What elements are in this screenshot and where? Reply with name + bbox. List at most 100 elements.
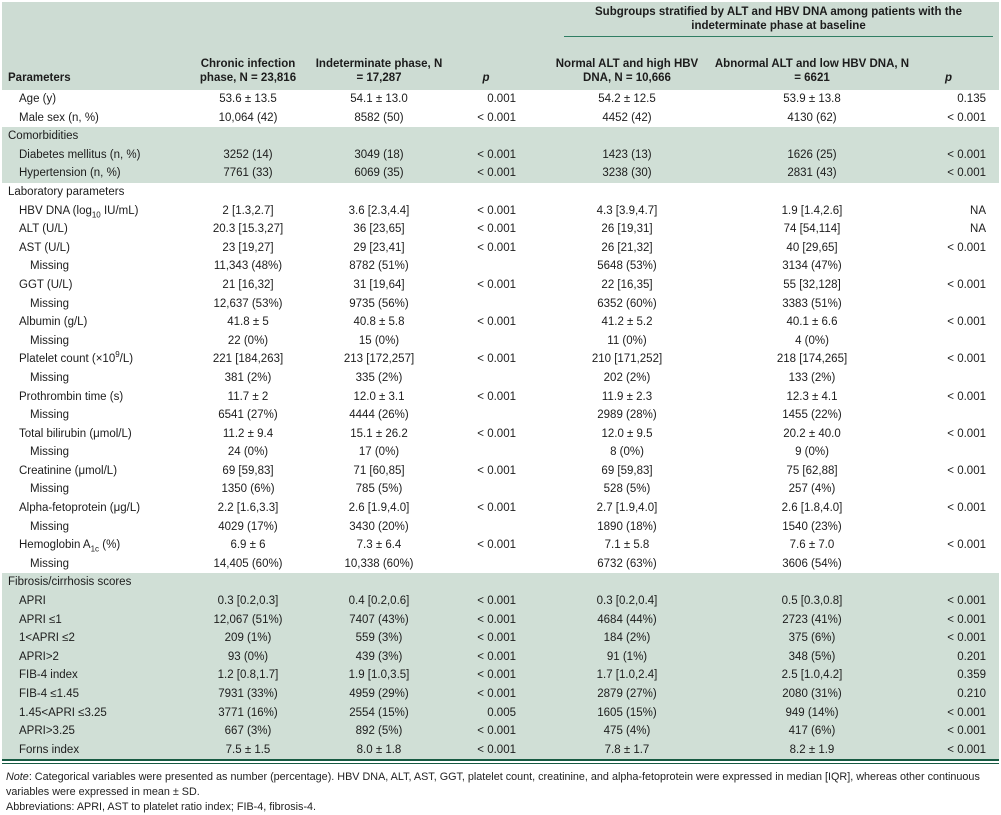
parameter-cell: Missing <box>30 409 69 422</box>
parameter-cell: APRI>2 <box>19 650 59 663</box>
value-cell: 41.8 ± 5 <box>227 316 269 329</box>
value-cell: 2723 (41%) <box>782 613 842 626</box>
value-cell: 74 [54,114] <box>783 223 841 236</box>
value-cell: 2.5 [1.0,4.2] <box>781 669 843 682</box>
parameter-cell: Albumin (g/L) <box>19 316 88 329</box>
p-value-cell: < 0.001 <box>947 632 986 645</box>
value-cell: 11.2 ± 9.4 <box>222 427 274 440</box>
value-cell: 20.3 [15.3,27] <box>212 223 284 236</box>
table-row: AST (U/L) 23 [19,27] 29 [23,41] < 0.001 26 [… <box>2 239 999 258</box>
value-cell: 1.9 [1.0,3.5] <box>348 669 410 682</box>
p-value-cell: < 0.001 <box>947 539 986 552</box>
value-cell: 218 [174,265] <box>776 353 848 366</box>
p-value-cell <box>444 332 542 351</box>
value-cell: 3.6 [2.3,4.4] <box>348 204 410 217</box>
value-cell: 54.1 ± 13.0 <box>350 93 408 105</box>
value-cell: 667 (3%) <box>224 725 272 738</box>
value-cell: 15.1 ± 26.2 <box>350 427 408 440</box>
subgroup-spanner-header: Subgroups stratified by ALT and HBV DNA … <box>564 6 993 37</box>
p-value-cell: < 0.001 <box>477 725 516 738</box>
p-value-cell: < 0.001 <box>947 427 986 440</box>
value-cell: 1.7 [1.0,2.4] <box>596 669 658 682</box>
p-value-cell: < 0.001 <box>947 111 986 124</box>
value-cell: 41.2 ± 5.2 <box>601 316 653 329</box>
p-value-cell: 0.135 <box>957 93 986 105</box>
section-label-cell: Comorbidities <box>8 130 79 143</box>
value-cell: 17 (0%) <box>358 446 400 459</box>
value-cell: 1540 (23%) <box>782 520 842 533</box>
p-value-cell <box>912 518 999 537</box>
table-row: APRI ≤1 12,067 (51%) 7407 (43%) < 0.001 4684… <box>2 610 999 630</box>
value-cell: 2831 (43) <box>787 167 837 180</box>
baseline-characteristics-table: Subgroups stratified by ALT and HBV DNA … <box>2 2 999 760</box>
section-filler-cell <box>182 183 999 202</box>
table-row: HBV DNA (log10 IU/mL) 2 [1.3,2.7] 3.6 [2.3… <box>2 202 999 221</box>
value-cell: 1350 (6%) <box>221 483 275 496</box>
value-cell: 40.1 ± 6.6 <box>786 316 838 329</box>
p-value-cell: < 0.001 <box>477 278 516 291</box>
table-row: Age (y) 53.6 ± 13.5 54.1 ± 13.0 0.001 54.2 ±… <box>2 90 999 109</box>
p-value-cell: < 0.001 <box>477 613 516 626</box>
p-value-cell: < 0.001 <box>947 316 986 329</box>
value-cell: 559 (3%) <box>355 632 403 645</box>
parameter-cell: Missing <box>30 371 69 384</box>
value-cell: 54.2 ± 12.5 <box>598 93 656 105</box>
value-cell: 2879 (27%) <box>597 688 657 700</box>
value-cell: 335 (2%) <box>355 371 403 384</box>
p-value-cell <box>444 406 542 425</box>
table-row: 1.45<APRI ≤3.25 3771 (16%) 2554 (15%) 0.005… <box>2 703 999 723</box>
p-value-cell: < 0.001 <box>947 595 986 608</box>
p-value-cell: 0.210 <box>957 688 986 700</box>
p-value-cell: < 0.001 <box>947 167 986 180</box>
value-cell: 4029 (17%) <box>218 520 278 533</box>
parameter-cell: Hemoglobin A1c (%) <box>19 539 121 554</box>
value-cell: 2 [1.3,2.7] <box>222 204 274 217</box>
value-cell: 75 [62,88] <box>786 464 838 477</box>
value-cell: 0.5 [0.3,0.8] <box>781 595 843 608</box>
parameter-cell: APRI <box>19 595 46 608</box>
p-value-cell: < 0.001 <box>947 725 986 738</box>
value-cell: 475 (4%) <box>603 725 651 738</box>
section-row: Comorbidities <box>2 127 999 146</box>
p-value-cell: < 0.001 <box>947 706 986 719</box>
value-cell: 12,637 (53%) <box>213 297 283 310</box>
p-value-cell: 0.001 <box>487 93 516 105</box>
value-cell: 7.6 ± 7.0 <box>789 539 835 552</box>
value-cell: 2.6 [1.8,4.0] <box>781 502 843 515</box>
value-cell: 31 [19,64] <box>353 278 405 291</box>
value-cell: 2080 (31%) <box>782 688 842 700</box>
value-cell: 7761 (33) <box>223 167 273 180</box>
section-row: Laboratory parameters <box>2 183 999 202</box>
note-text: Note: Categorical variables were present… <box>6 770 995 800</box>
value-cell: 7931 (33%) <box>218 688 278 700</box>
value-cell: 11.9 ± 2.3 <box>601 390 653 403</box>
p-value-cell <box>444 295 542 314</box>
value-cell: 9735 (56%) <box>349 297 409 310</box>
value-cell: 21 [16,32] <box>222 278 274 291</box>
value-cell: 133 (2%) <box>788 371 836 384</box>
parameter-cell: Age (y) <box>19 93 57 105</box>
value-cell: 11,343 (48%) <box>213 260 283 273</box>
col-header-indeterminate: Indeterminate phase, N = 17,287 <box>314 39 444 90</box>
value-cell: 375 (6%) <box>788 632 836 645</box>
p-value-cell: < 0.001 <box>947 613 986 626</box>
value-cell: 3771 (16%) <box>218 706 278 719</box>
value-cell: 202 (2%) <box>603 371 651 384</box>
table-row: ALT (U/L) 20.3 [15.3,27] 36 [23,65] < 0.001… <box>2 220 999 239</box>
table-row: Missing 1350 (6%) 785 (5%) 528 (5%) 257 (4%) <box>2 480 999 499</box>
value-cell: 3606 (54%) <box>782 557 842 570</box>
col-header-p-2: p <box>912 39 999 90</box>
value-cell: 12,067 (51%) <box>213 613 283 626</box>
col-header-normal-alt: Normal ALT and high HBV DNA, N = 10,666 <box>542 39 712 90</box>
section-filler-cell <box>182 127 999 146</box>
value-cell: 4684 (44%) <box>597 613 657 626</box>
p-value-cell: < 0.001 <box>477 427 516 440</box>
p-value-cell: < 0.001 <box>477 632 516 645</box>
value-cell: 7.5 ± 1.5 <box>225 743 271 756</box>
value-cell: 1626 (25) <box>787 148 837 161</box>
p-value-cell: < 0.001 <box>947 278 986 291</box>
value-cell: 93 (0%) <box>227 650 269 663</box>
value-cell: 4130 (62) <box>787 111 837 124</box>
p-value-cell <box>444 480 542 499</box>
